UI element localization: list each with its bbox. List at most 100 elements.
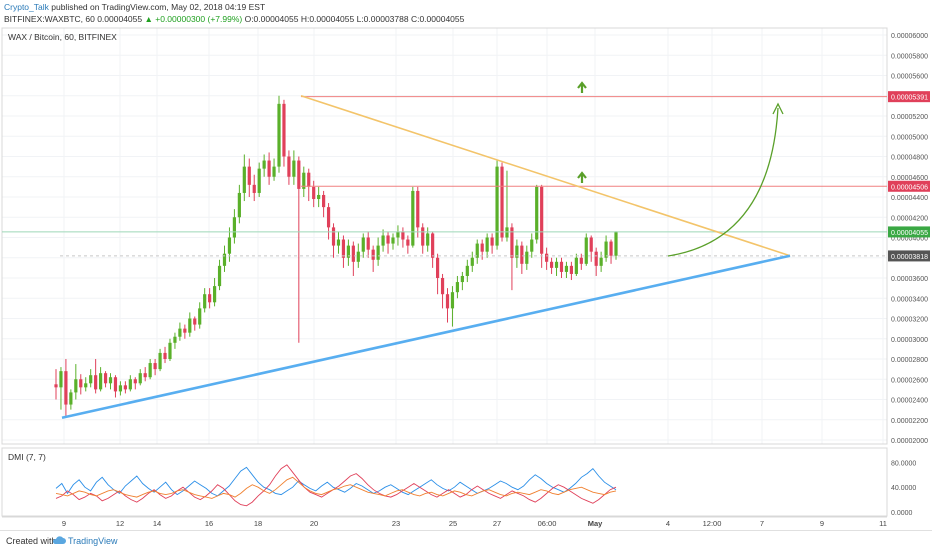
candle-body — [222, 253, 227, 266]
tradingview-cloud-icon — [52, 536, 66, 544]
candle-body — [79, 379, 83, 388]
candle-body — [113, 377, 118, 392]
candle-body — [69, 392, 73, 405]
candle-body — [535, 186, 539, 240]
candle-body — [59, 371, 63, 388]
candle-body — [307, 172, 311, 187]
candle-body — [391, 237, 395, 244]
dmi-pane-border — [1, 447, 888, 517]
price-axis[interactable]: 0.000060000.000058000.000056000.00005400… — [888, 33, 930, 445]
candle-body — [138, 373, 142, 384]
time-tick-label: 12:00 — [703, 519, 722, 528]
candle-body — [208, 294, 212, 303]
price-chart[interactable]: WAX / Bitcoin, 60, BITFINEX DMI (7, 7) 0… — [0, 0, 932, 530]
candle-body — [74, 379, 78, 393]
dmi-tick-label: 0.0000 — [891, 510, 913, 517]
candle-body — [475, 243, 479, 258]
time-tick-label: 9 — [62, 519, 66, 528]
candle-body — [262, 160, 266, 169]
candle-body — [594, 251, 598, 266]
price-tick-label: 0.00002200 — [891, 418, 928, 425]
candle-body — [242, 166, 246, 193]
candle-body — [128, 379, 132, 390]
dmi-tick-label: 40.0000 — [891, 485, 916, 492]
candle-body — [515, 245, 519, 258]
candle-body — [480, 243, 484, 252]
candle-body — [510, 227, 514, 258]
candle-body — [381, 235, 385, 246]
candle-body — [465, 265, 469, 276]
candle-body — [232, 217, 237, 238]
candle-body — [545, 253, 549, 262]
time-tick-label: 23 — [392, 519, 400, 528]
candle-body — [500, 166, 504, 238]
price-label-bg — [888, 180, 930, 192]
candle-body — [331, 227, 336, 246]
candle-body — [559, 261, 564, 272]
candle-body — [297, 160, 301, 189]
candle-body — [173, 336, 177, 343]
price-tick-label: 0.00005000 — [891, 134, 928, 141]
time-tick-label: 20 — [310, 519, 318, 528]
candle-body — [579, 257, 583, 264]
author-link[interactable]: Crypto_Talk — [4, 2, 49, 12]
candle-body — [520, 245, 524, 264]
candle-body — [435, 257, 440, 278]
time-tick-label: 16 — [205, 519, 213, 528]
time-tick-label: 25 — [449, 519, 457, 528]
candle-body — [450, 292, 455, 309]
candle-body — [267, 160, 271, 177]
candle-body — [257, 168, 261, 193]
time-tick-label: 12 — [116, 519, 124, 528]
price-tick-label: 0.00004400 — [891, 195, 928, 202]
time-axis[interactable]: 9 12 14 16 18 20 23 25 27 06:00 May 4 12:00 7 9 11 — [2, 516, 887, 528]
symbol-price: BITFINEX:WAXBTC, 60 0.00004055 — [4, 14, 145, 24]
candle-body — [287, 156, 291, 177]
candle-body — [569, 265, 573, 274]
candle-body — [411, 190, 415, 246]
candle-body — [401, 231, 405, 240]
candle-body — [99, 373, 103, 390]
candle-body — [376, 245, 380, 260]
candle-body — [505, 227, 509, 238]
candle-body — [431, 233, 435, 258]
candle-body — [455, 282, 460, 293]
time-tick-label: 7 — [760, 519, 764, 528]
dmi-title: DMI (7, 7) — [8, 452, 46, 462]
time-tick-label: 11 — [879, 519, 887, 528]
candle-body — [317, 194, 321, 200]
candle-body — [326, 207, 331, 228]
dmi-plus-line — [55, 466, 617, 497]
candle-body — [168, 342, 172, 359]
candle-body — [525, 251, 529, 264]
price-label-bg — [888, 250, 930, 262]
candle-body — [564, 265, 569, 272]
candle-body — [212, 286, 217, 303]
candle-body — [396, 231, 400, 238]
candle-body — [178, 328, 182, 337]
price-label-bg — [888, 91, 930, 103]
up-arrow-icon — [577, 81, 587, 93]
price-tick-label: 0.00003000 — [891, 337, 928, 344]
grid — [2, 28, 887, 444]
candle-body — [188, 318, 192, 333]
breakout-curve — [667, 107, 779, 257]
price-label: 0.00004055 — [891, 230, 928, 237]
candle-body — [54, 384, 58, 388]
time-tick-label: 4 — [666, 519, 670, 528]
candle-body — [312, 186, 316, 200]
candle-body — [416, 190, 420, 228]
candle-body — [599, 257, 603, 266]
candle-body — [282, 103, 286, 157]
chart-title: WAX / Bitcoin, 60, BITFINEX — [8, 32, 117, 42]
candle-body — [440, 278, 445, 295]
ohlc-values: O:0.00004055 H:0.00004055 L:0.00003788 C… — [242, 14, 465, 24]
candle-body — [371, 249, 375, 260]
price-tick-label: 0.00002400 — [891, 398, 928, 405]
candle-body — [252, 184, 256, 193]
tradingview-brand[interactable]: TradingView — [68, 536, 118, 546]
symbol-info: BITFINEX:WAXBTC, 60 0.00004055 ▲ +0.0000… — [4, 13, 464, 25]
candle-body — [133, 379, 137, 384]
candle-body — [609, 241, 613, 256]
dmi-minus-line — [55, 464, 617, 507]
